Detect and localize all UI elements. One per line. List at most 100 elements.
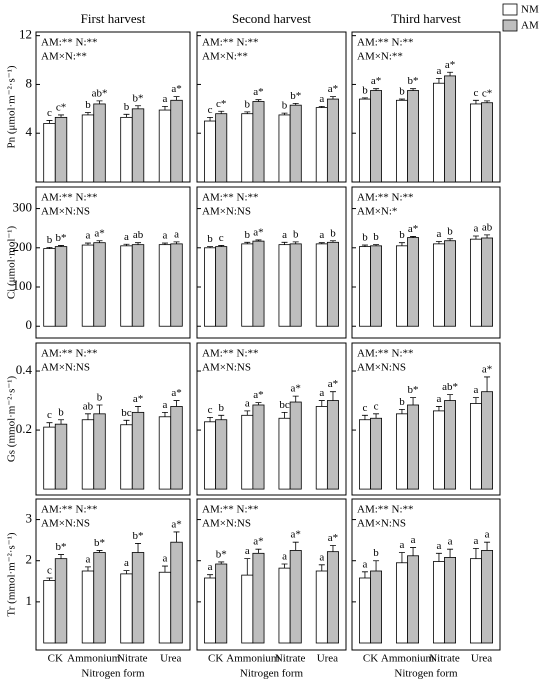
significance-letter: a [163,93,168,105]
significance-letter: b* [94,537,105,549]
significance-letter: a* [328,378,338,390]
bar [54,116,68,183]
significance-letter: a* [371,75,381,87]
bar [43,426,56,490]
panel-title: Second harvest [232,11,311,26]
bar [278,417,291,490]
error-bar [361,97,368,100]
stat-annotation: AM:** N:** [202,348,259,360]
bar [120,116,133,183]
significance-letter: a [245,545,250,557]
bar [407,404,420,490]
error-bar [318,400,325,407]
y-tick-label: 0.2 [16,421,32,436]
bar [241,243,254,327]
error-bar [398,242,405,246]
bar [241,574,254,644]
significance-letter: b [58,406,64,418]
bar [444,557,457,644]
error-bar [218,414,225,420]
significance-letter: ab* [442,381,458,393]
panel-frame [35,342,191,496]
x-tick-label: Nitrate [429,653,460,665]
error-bar [447,548,454,558]
x-tick-label: Urea [317,653,338,665]
error-bar [58,245,65,247]
stat-annotation: AM×N:* [357,206,397,218]
error-bar [244,111,251,114]
significance-letter: c [47,565,52,577]
panel-frame [35,498,191,651]
legend-swatch [502,19,518,32]
y-tick-label: 1 [26,593,33,608]
bar [252,552,265,644]
error-bar [58,419,65,425]
significance-letter: b* [56,541,67,553]
error-bar [484,541,491,551]
significance-letter: a [363,558,368,570]
error-bar [410,397,417,405]
significance-letter: b* [133,530,144,542]
bar [395,413,408,490]
significance-letter: a [448,536,453,548]
significance-letter: b [330,227,336,239]
stat-annotation: AM:** N:** [41,192,98,204]
bar [444,400,457,490]
error-bar [96,404,103,414]
error-bar [173,531,180,543]
significance-letter: c [219,232,224,244]
significance-letter: c [208,104,213,116]
stat-annotation: AM:** N:** [202,37,259,49]
error-bar [244,241,251,244]
panel-title: First harvest [81,11,146,26]
error-bar [410,236,417,238]
bar [54,246,68,327]
significance-letter: a [282,551,287,563]
bar [395,99,408,183]
stat-annotation: AM×N:** [202,51,248,63]
bar [158,244,172,327]
bar [81,114,95,183]
error-bar [329,96,336,100]
bar [469,103,482,183]
significance-letter: a* [445,59,455,71]
bar [120,245,133,327]
bar [170,99,183,183]
bar [170,243,183,327]
y-tick-label: 4 [26,124,33,139]
bar [252,101,265,183]
bar [370,245,383,327]
significance-letter: c* [56,101,66,113]
x-tick-label: CK [48,653,63,665]
bar [54,423,68,490]
error-bar [329,240,336,243]
significance-letter: b [97,392,103,404]
significance-letter: a [245,397,250,409]
bar [315,243,328,327]
panel-frame [351,186,501,339]
error-bar [447,238,454,241]
panel-frame [351,342,501,496]
significance-letter: b [245,98,251,110]
significance-letter: b [85,99,91,111]
significance-letter: a [474,384,479,396]
significance-letter: b [124,101,130,113]
significance-letter: b* [408,384,419,396]
error-bar [435,241,442,244]
error-bar [472,235,479,240]
error-bar [161,242,168,245]
panel-frame [35,186,191,339]
error-bar [46,247,53,249]
significance-letter: bc [121,407,132,419]
significance-letter: c [47,107,52,119]
error-bar [135,105,142,109]
error-bar [361,571,368,578]
bar [370,417,383,490]
error-bar [255,548,262,554]
error-bar [161,565,168,573]
significance-letter: a* [291,529,301,541]
x-tick-label: Ammonium [226,653,280,665]
y-axis-label: Gs (mmol·m⁻²·s⁻¹) [6,375,18,462]
bar [54,558,68,644]
error-bar [361,244,368,247]
